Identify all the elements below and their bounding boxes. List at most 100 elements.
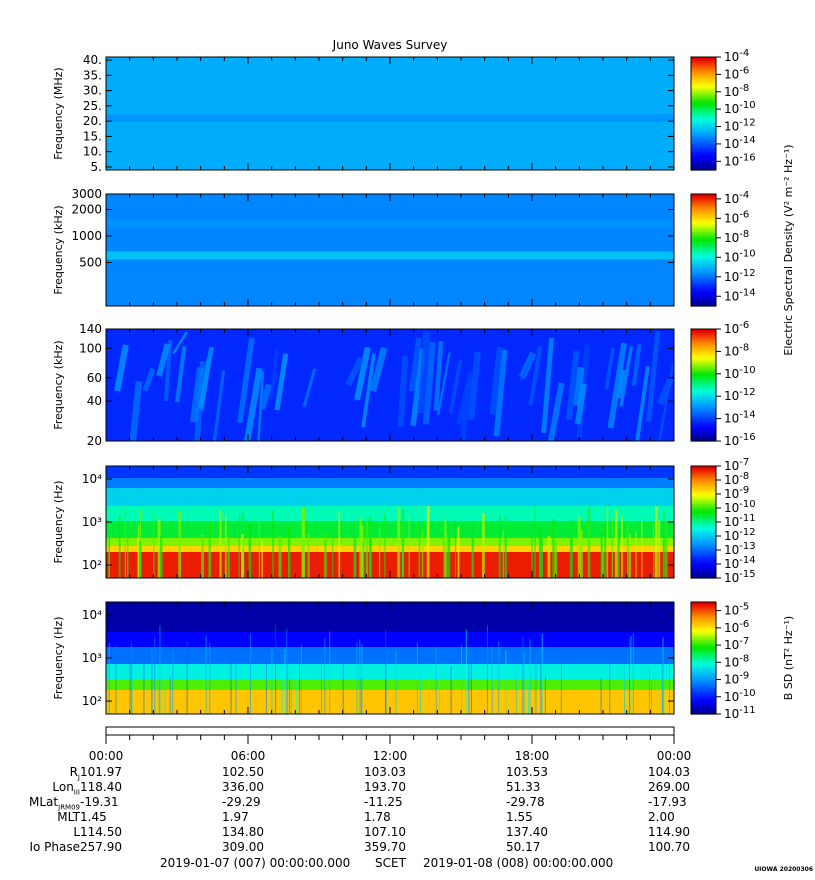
colorbar-tick-label: 10-12 [724, 268, 756, 284]
colorbar-tick-label: 10-14 [724, 287, 756, 303]
colorbar-tick-label: 10-10 [724, 365, 756, 381]
chart-title: Juno Waves Survey [332, 38, 448, 52]
y-tick-label: 2000 [71, 202, 102, 216]
electric-density-label: Electric Spectral Density (V² m⁻² Hz⁻¹) [782, 144, 795, 355]
colorbar-tick-label: 10-7 [724, 636, 749, 652]
ephemeris-value: 100.70 [648, 840, 690, 854]
colorbar-tick-label: 10-6 [724, 65, 749, 81]
ephemeris-value: 1.78 [364, 810, 391, 824]
spectrogram-image [106, 194, 674, 306]
ephemeris-value: 103.53 [506, 765, 548, 779]
colorbar-tick-label: 10-8 [724, 229, 749, 245]
time-axis: 00:00 06:00 12:00 18:00 00:00 [89, 726, 692, 763]
colorbar-tick-label: 10-10 [724, 688, 756, 704]
colorbar: 10-6 10-8 10-10 10-12 10-14 10-16 [690, 320, 756, 448]
colorbar-tick-label: 10-10 [724, 100, 756, 116]
ephemeris-value: 359.70 [364, 840, 406, 854]
ephemeris-value: 107.10 [364, 825, 406, 839]
ephemeris-value: 51.33 [506, 780, 541, 794]
colorbar-tick-label: 10-12 [724, 387, 756, 403]
ephemeris-row: MLT 1.45 1.97 1.78 1.55 2.00 [0, 810, 815, 824]
ephemeris-value: 101.97 [80, 765, 122, 779]
y-tick-label: 60 [87, 371, 102, 385]
ephemeris-value: 102.50 [222, 765, 264, 779]
colorbar-tick-label: 10-6 [724, 619, 749, 635]
magnetic-density-label: B SD (nT² Hz⁻¹) [782, 616, 795, 700]
y-axis-label: Frequency (Hz) [52, 481, 65, 564]
ephemeris-label: MLatJRM09 [29, 795, 80, 812]
ephemeris-value: 269.00 [648, 780, 690, 794]
y-tick-label: 40 [87, 394, 102, 408]
ephemeris-label: LonIII [52, 780, 80, 797]
spectrogram-panel-3: 140 100 60 40 20 Frequency (kHz) 10-6 10-8 10-10… [52, 320, 756, 448]
colorbar: 10-710-810-910-1010-1110-1210-1310-1410-… [690, 457, 756, 585]
ephemeris-value: -17.93 [648, 795, 687, 809]
time-tick-label: 00:00 [657, 749, 692, 763]
ephemeris-value: 2.00 [648, 810, 675, 824]
y-tick-label: 10⁴ [82, 608, 102, 622]
colorbar-tick-label: 10-8 [724, 653, 749, 669]
ephemeris-value: 50.17 [506, 840, 541, 854]
ephemeris-value: 137.40 [506, 825, 548, 839]
ephemeris-row: MLatJRM09 -19.31 -29.29 -11.25 -29.78 -17.93 [0, 795, 815, 812]
ephemeris-value: -29.29 [222, 795, 261, 809]
ephemeris-value: 1.45 [80, 810, 107, 824]
y-tick-label: 500 [79, 255, 102, 269]
ephemeris-label: RJ [69, 765, 80, 782]
y-tick-label: 10³ [82, 651, 102, 665]
colorbar-tick-label: 10-11 [724, 705, 756, 721]
y-axis-label: Frequency (kHz) [52, 340, 65, 429]
spectrogram-image [106, 466, 674, 578]
colorbar-tick-label: 10-8 [724, 342, 749, 358]
colorbar-tick-label: 10-4 [724, 190, 749, 206]
y-tick-label: 15. [83, 129, 102, 143]
ephemeris-value: 134.80 [222, 825, 264, 839]
colorbar-tick-label: 10-12 [724, 527, 756, 543]
footer-end-time: 2019-01-08 (008) 00:00:00.000 [423, 856, 614, 870]
colorbar-tick-label: 10-14 [724, 555, 756, 571]
spectrogram-image [106, 329, 675, 442]
processing-stamp: UIOWA 20200306 [754, 866, 813, 873]
ephemeris-value: 309.00 [222, 840, 264, 854]
ephemeris-value: 257.90 [80, 840, 122, 854]
colorbar-tick-label: 10-6 [724, 209, 749, 225]
y-tick-label: 35. [83, 68, 102, 82]
time-tick-label: 12:00 [373, 749, 408, 763]
y-tick-label: 3000 [71, 187, 102, 201]
ephemeris-value: 1.55 [506, 810, 533, 824]
colorbar-tick-label: 10-10 [724, 248, 756, 264]
colorbar-tick-label: 10-7 [724, 457, 749, 473]
y-tick-label: 10³ [82, 515, 102, 529]
ephemeris-value: 104.03 [648, 765, 690, 779]
y-tick-label: 5. [91, 160, 102, 174]
y-tick-label: 20. [83, 114, 102, 128]
y-tick-label: 1000 [71, 229, 102, 243]
ephemeris-value: 1.97 [222, 810, 249, 824]
ephemeris-value: 336.00 [222, 780, 264, 794]
footer-start-time: 2019-01-07 (007) 00:00:00.000 [160, 856, 351, 870]
y-tick-label: 25. [83, 99, 102, 113]
y-axis-label: Frequency (MHz) [52, 67, 65, 159]
colorbar-tick-label: 10-6 [724, 320, 749, 336]
colorbar-tick-label: 10-15 [724, 569, 756, 585]
colorbar-tick-label: 10-12 [724, 118, 756, 134]
colorbar-tick-label: 10-14 [724, 135, 756, 151]
y-tick-label: 10² [82, 694, 102, 708]
ephemeris-value: 114.50 [80, 825, 122, 839]
spectrogram-image [106, 602, 674, 714]
colorbar-tick-label: 10-11 [724, 513, 756, 529]
ephemeris-value: -29.78 [506, 795, 545, 809]
ephemeris-value: -19.31 [80, 795, 119, 809]
y-tick-label: 10² [82, 558, 102, 572]
colorbar-tick-label: 10-14 [724, 410, 756, 426]
ephemeris-row: LonIII 118.40 336.00 193.70 51.33 269.00 [0, 780, 815, 797]
y-tick-label: 140 [79, 322, 102, 336]
ephemeris-label: MLT [57, 810, 80, 824]
y-tick-label: 20 [87, 434, 102, 448]
y-tick-label: 10⁴ [82, 472, 102, 486]
time-tick-label: 00:00 [89, 749, 124, 763]
y-tick-label: 10. [83, 145, 102, 159]
ephemeris-value: 193.70 [364, 780, 406, 794]
spectrogram-panel-1: 40.35. 30.25.20.15. 10.5. Frequency (MHz) 10… [52, 48, 756, 174]
